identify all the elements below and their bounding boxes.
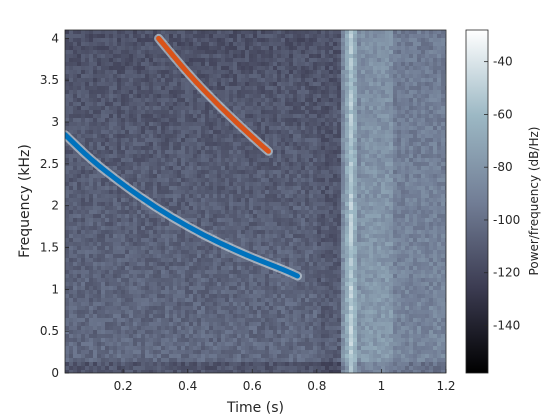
series-1-line (65, 132, 300, 279)
x-axis-label: Time (s) (226, 400, 284, 416)
spectrogram-plot-area (65, 30, 446, 373)
y-tick-label: 0 (51, 366, 59, 380)
x-tick-label: 1.2 (436, 379, 455, 393)
colorbar-tick-label: -100 (493, 213, 520, 227)
colorbar-gradient (466, 30, 488, 373)
y-axis-label: Frequency (kHz) (17, 144, 33, 258)
x-tick-label: 0.6 (243, 379, 262, 393)
series-2-line (156, 35, 271, 154)
x-tick-label: 0.2 (114, 379, 133, 393)
y-tick-label: 1.5 (40, 241, 59, 255)
y-tick-label: 2 (51, 199, 59, 213)
colorbar-tick-label: -60 (493, 107, 513, 121)
spectrogram-texture (65, 30, 446, 373)
y-tick-label: 0.5 (40, 324, 59, 338)
x-axis: 0.2 0.4 0.6 0.8 1 1.2 (114, 369, 456, 393)
colorbar-tick-label: -140 (493, 319, 520, 333)
y-tick-label: 3.5 (40, 73, 59, 87)
colorbar-label: Power/frequency (dB/Hz) (527, 127, 541, 276)
series-layer (65, 33, 302, 281)
colorbar-tick-label: -40 (493, 55, 513, 69)
colorbar-frame (465, 29, 489, 374)
y-tick-label: 4 (51, 31, 59, 45)
colorbar-ticks: -140 -120 -100 -80 -60 -40 (484, 55, 520, 333)
y-tick-label: 3 (51, 115, 59, 129)
colorbar: -140 -120 -100 -80 -60 -40 Power/frequency (d… (465, 29, 541, 374)
y-axis: 0 0.5 1 1.5 2 2.5 3 3.5 4 (40, 31, 69, 380)
plot-frame (64, 29, 447, 374)
y-tick-label: 1 (51, 282, 59, 296)
x-tick-label: 0.8 (307, 379, 326, 393)
colorbar-tick-label: -80 (493, 160, 513, 174)
y-tick-label: 2.5 (40, 157, 59, 171)
x-tick-label: 1 (378, 379, 386, 393)
x-tick-label: 0.4 (178, 379, 197, 393)
colorbar-tick-label: -120 (493, 266, 520, 280)
